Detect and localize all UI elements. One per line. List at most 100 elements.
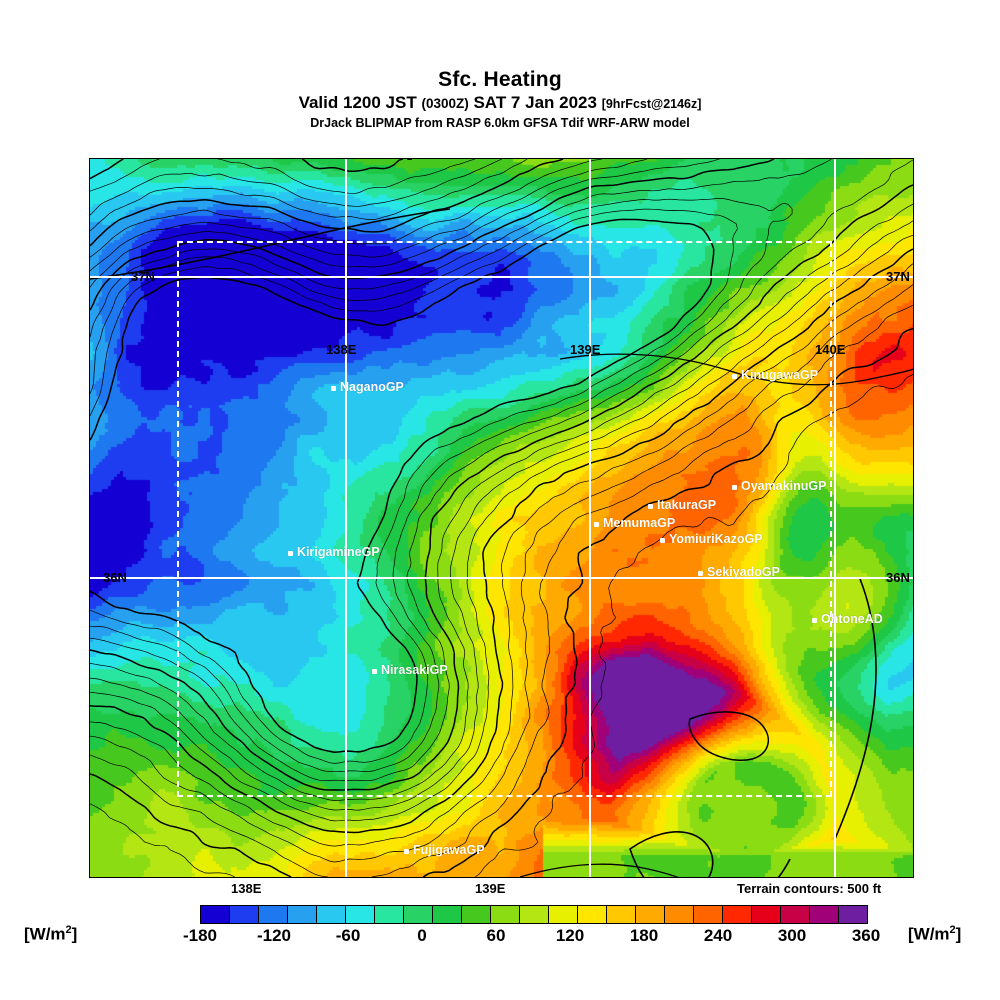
colorbar-segment xyxy=(578,906,607,923)
valid-utc: (0300Z) xyxy=(421,96,469,111)
colorbar-segment xyxy=(375,906,404,923)
terrain-contour-line xyxy=(90,208,451,280)
terrain-contour-line xyxy=(90,159,913,791)
map-label-lat-37-left: 37N xyxy=(131,269,155,284)
terrain-contour-line xyxy=(90,198,793,773)
colorbar-segment xyxy=(665,906,694,923)
terrain-contour-line xyxy=(90,159,913,782)
colorbar-segment xyxy=(259,906,288,923)
station-label: KirigamineGP xyxy=(297,545,380,559)
colorbar-segment xyxy=(288,906,317,923)
gridline-lat-37 xyxy=(90,276,913,278)
colorbar-tick-label: -180 xyxy=(182,926,218,945)
map-label-lat-36-left: 36N xyxy=(103,570,127,585)
colorbar-segment xyxy=(404,906,433,923)
colorbar-tick-label: -120 xyxy=(256,926,292,945)
terrain-contour-line xyxy=(90,159,913,834)
colorbar-segment xyxy=(201,906,230,923)
station-label: MemumaGP xyxy=(603,516,676,530)
station-dot xyxy=(372,669,377,674)
station-label: SekiyadoGP xyxy=(707,565,780,579)
station-dot xyxy=(648,504,653,509)
heating-map[interactable]: 138E 139E 140E 37N 36N NaganoGP Kirigami… xyxy=(89,158,914,878)
colorbar-tick-label: 240 xyxy=(703,926,733,945)
station-dot xyxy=(404,849,409,854)
terrain-contour-line xyxy=(90,159,913,801)
terrain-contour-line xyxy=(90,159,913,877)
title-block: Sfc. Heating Valid 1200 JST (0300Z) SAT … xyxy=(0,68,1000,131)
terrain-contour-line xyxy=(90,218,715,753)
colorbar-segment xyxy=(462,906,491,923)
terrain-contour-line xyxy=(777,858,791,877)
terrain-contour-line xyxy=(90,159,913,811)
colorbar-segment xyxy=(230,906,259,923)
station-dot xyxy=(732,374,737,379)
axis-label-lat-36-right: 36N xyxy=(886,570,910,585)
valid-prefix: Valid 1200 JST xyxy=(298,93,417,112)
axis-label-lat-37-right: 37N xyxy=(886,269,910,284)
colorbar-tick-label: -60 xyxy=(335,926,361,945)
colorbar-segment xyxy=(317,906,346,923)
map-label-lon-138-top: 138E xyxy=(326,342,357,357)
gridline-lon-140 xyxy=(834,159,836,877)
station-label: ItakuraGP xyxy=(657,498,717,512)
terrain-contour-line xyxy=(559,353,913,386)
station-label: KinugawaGP xyxy=(741,368,819,382)
colorbar-segment xyxy=(781,906,810,923)
terrain-contour-line xyxy=(90,159,913,863)
colorbar-tick-label: 60 xyxy=(486,926,506,945)
colorbar-segment xyxy=(433,906,462,923)
terrain-contour-line xyxy=(90,159,913,877)
colorbar-segment xyxy=(839,906,867,923)
station-label: NaganoGP xyxy=(340,380,404,394)
colorbar-gradient xyxy=(200,905,868,924)
colorbar-segment xyxy=(694,906,723,923)
axis-label-lon-139-bottom: 139E xyxy=(475,881,506,896)
station-dot xyxy=(660,538,665,543)
map-label-lon-140-top: 140E xyxy=(815,342,846,357)
terrain-contour-line xyxy=(629,831,714,877)
map-label-lon-139-top: 139E xyxy=(570,342,601,357)
model-source-line: DrJack BLIPMAP from RASP 6.0km GFSA Tdif… xyxy=(310,116,690,130)
terrain-contour-line xyxy=(90,208,738,764)
terrain-contours-and-coastline xyxy=(90,159,913,877)
gridline-lon-138 xyxy=(345,159,347,877)
colorbar-tick-label: 180 xyxy=(629,926,659,945)
colorbar-segment xyxy=(346,906,375,923)
heating-field-raster xyxy=(90,159,913,877)
station-label: YomiuriKazoGP xyxy=(669,532,763,546)
colorbar-segment xyxy=(810,906,839,923)
station-dot xyxy=(594,522,599,527)
terrain-contour-note: Terrain contours: 500 ft xyxy=(737,881,882,896)
colorbar-segment xyxy=(607,906,636,923)
colorbar-tick-label: 0 xyxy=(417,926,427,945)
colorbar-unit-left: [W/m2] xyxy=(24,924,78,944)
colorbar-unit-right: [W/m2] xyxy=(908,924,962,944)
colorbar-segment xyxy=(752,906,781,923)
terrain-contour-line xyxy=(688,711,770,761)
subdomain-dashed-box xyxy=(177,241,832,797)
terrain-contour-line xyxy=(90,159,913,822)
station-dot xyxy=(732,485,737,490)
colorbar-tick-label: 300 xyxy=(777,926,807,945)
forecast-tag: [9hrFcst@2146z] xyxy=(601,97,702,111)
colorbar-segment xyxy=(636,906,665,923)
gridline-lat-36 xyxy=(90,577,913,579)
station-dot xyxy=(331,386,336,391)
terrain-contour-line xyxy=(90,374,913,877)
colorbar-tick-label: 360 xyxy=(851,926,881,945)
station-label: OyamakinuGP xyxy=(741,479,827,493)
valid-time-line: Valid 1200 JST (0300Z) SAT 7 Jan 2023 [9… xyxy=(0,92,1000,115)
station-dot xyxy=(698,571,703,576)
terrain-contour-line xyxy=(519,863,679,877)
colorbar-segment xyxy=(491,906,520,923)
gridline-lon-139 xyxy=(589,159,591,877)
axis-label-lon-138-bottom: 138E xyxy=(231,881,262,896)
station-label: OhtoneAD xyxy=(821,612,883,626)
station-label: FujigawaGP xyxy=(413,843,485,857)
valid-date: SAT 7 Jan 2023 xyxy=(473,93,597,112)
terrain-contour-line xyxy=(834,578,877,840)
colorbar: [W/m2] [W/m2] -180 -120 -60 0 60 120 180 240 300… xyxy=(0,900,1000,960)
colorbar-tick-label: 120 xyxy=(555,926,585,945)
